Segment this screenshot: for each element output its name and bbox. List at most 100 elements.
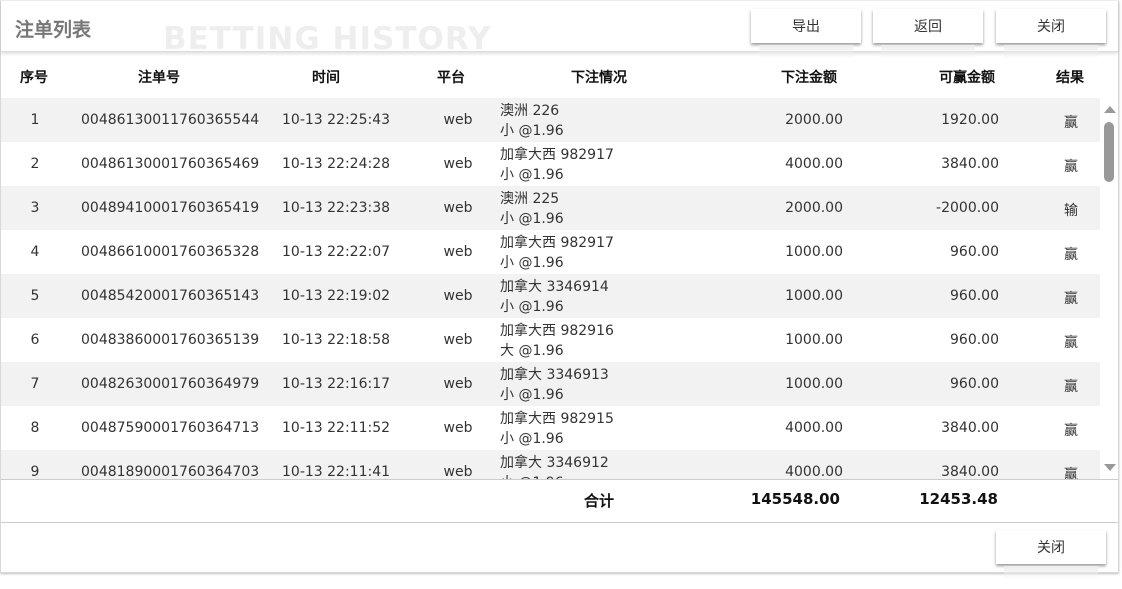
win-amount: 3840.00 — [941, 420, 999, 436]
table-body: 1 00486130011760365544 10-13 22:25:43 web 20… — [1, 98, 1100, 479]
totals-win-amount: 12453.48 — [919, 490, 998, 508]
export-button[interactable]: 导出 — [751, 9, 861, 59]
scrollbar-thumb[interactable] — [1104, 122, 1114, 182]
platform: web — [443, 332, 473, 348]
bet-id: 00483860001760365139 — [81, 332, 260, 348]
bet-amount: 1000.00 — [785, 376, 843, 392]
bet-game: 加拿大西 982916 — [500, 323, 614, 339]
bet-id: 00485420001760365143 — [81, 288, 260, 304]
bet-game: 加拿大西 982917 — [500, 235, 614, 251]
scrollbar[interactable] — [1101, 98, 1118, 479]
totals-bet-amount: 145548.00 — [750, 490, 840, 508]
result: 输 — [1064, 203, 1078, 219]
bet-selection: 小 @1.96 — [500, 123, 564, 139]
bet-amount: 1000.00 — [785, 332, 843, 348]
row-number: 5 — [30, 288, 40, 304]
row-number: 2 — [30, 156, 40, 172]
table-row[interactable]: 8 00487590001760364713 10-13 22:11:52 web 40… — [1, 406, 1100, 450]
table-row[interactable]: 4 00486610001760365328 10-13 22:22:07 web 10… — [1, 230, 1100, 274]
bet-game: 加拿大 3346912 — [500, 455, 609, 471]
bet-id: 00486610001760365328 — [81, 244, 260, 260]
platform: web — [443, 288, 473, 304]
platform: web — [443, 420, 473, 436]
scroll-down-arrow-icon[interactable] — [1104, 464, 1116, 471]
bet-amount: 4000.00 — [785, 420, 843, 436]
bet-amount: 2000.00 — [785, 200, 843, 216]
bet-details: 澳洲 225 小 @1.96 — [500, 189, 564, 229]
bet-details: 澳洲 226 小 @1.96 — [500, 101, 564, 141]
bet-amount: 2000.00 — [785, 112, 843, 128]
bet-time: 10-13 22:19:02 — [282, 288, 391, 304]
col-header-bet-details: 下注情况 — [571, 70, 627, 86]
platform: web — [443, 376, 473, 392]
bet-selection: 小 @1.96 — [500, 431, 564, 447]
col-header-no: 序号 — [20, 70, 48, 86]
totals-label: 合计 — [584, 492, 615, 510]
bet-details: 加拿大西 982917 小 @1.96 — [500, 145, 614, 185]
table-row[interactable]: 9 00481890001760364703 10-13 22:11:41 web 40… — [1, 450, 1100, 479]
bet-details: 加拿大西 982917 小 @1.96 — [500, 233, 614, 273]
table-row[interactable]: 5 00485420001760365143 10-13 22:19:02 web 10… — [1, 274, 1100, 318]
bet-time: 10-13 22:11:52 — [282, 420, 391, 436]
table-row[interactable]: 6 00483860001760365139 10-13 22:18:58 web 10… — [1, 318, 1100, 362]
platform: web — [443, 200, 473, 216]
dialog-title: 注单列表 — [15, 19, 92, 41]
result: 赢 — [1064, 467, 1078, 479]
bet-game: 澳洲 225 — [500, 191, 560, 207]
row-number: 7 — [30, 376, 40, 392]
bet-time: 10-13 22:23:38 — [282, 200, 391, 216]
row-number: 1 — [30, 112, 40, 128]
scroll-up-arrow-icon[interactable] — [1104, 106, 1116, 113]
footer-close-button[interactable]: 关闭 — [996, 530, 1106, 580]
bet-id: 00482630001760364979 — [81, 376, 260, 392]
bet-time: 10-13 22:18:58 — [282, 332, 391, 348]
bet-time: 10-13 22:25:43 — [282, 112, 391, 128]
table-row[interactable]: 7 00482630001760364979 10-13 22:16:17 web 10… — [1, 362, 1100, 406]
platform: web — [443, 156, 473, 172]
row-number: 3 — [30, 200, 40, 216]
win-amount: -2000.00 — [936, 200, 999, 216]
bet-time: 10-13 22:24:28 — [282, 156, 391, 172]
result: 赢 — [1064, 291, 1078, 307]
win-amount: 3840.00 — [941, 464, 999, 479]
close-button[interactable]: 关闭 — [996, 9, 1106, 59]
bet-details: 加拿大西 982915 小 @1.96 — [500, 409, 614, 449]
bet-amount: 1000.00 — [785, 244, 843, 260]
bet-details: 加拿大西 982916 大 @1.96 — [500, 321, 614, 361]
col-header-win-amount: 可赢金额 — [939, 70, 995, 86]
platform: web — [443, 112, 473, 128]
bet-details: 加拿大 3346914 小 @1.96 — [500, 277, 609, 317]
dialog-header: 注单列表 BETTING HISTORY 导出 返回 关闭 — [1, 1, 1118, 59]
col-header-bet-id: 注单号 — [138, 70, 180, 86]
bet-game: 加拿大西 982915 — [500, 411, 614, 427]
bet-selection: 小 @1.96 — [500, 387, 564, 403]
bet-id: 00486130001760365469 — [81, 156, 260, 172]
bet-selection: 小 @1.96 — [500, 473, 609, 479]
bet-game: 加拿大 3346913 — [500, 367, 609, 383]
result: 赢 — [1064, 335, 1078, 351]
bet-game: 加拿大 3346914 — [500, 279, 609, 295]
col-header-platform: 平台 — [437, 70, 465, 86]
bet-selection: 小 @1.96 — [500, 167, 564, 183]
win-amount: 1920.00 — [941, 112, 999, 128]
platform: web — [443, 244, 473, 260]
bet-selection: 小 @1.96 — [500, 211, 564, 227]
result: 赢 — [1064, 115, 1078, 131]
bet-selection: 小 @1.96 — [500, 255, 564, 271]
table-row[interactable]: 3 00489410001760365419 10-13 22:23:38 web 20… — [1, 186, 1100, 230]
bet-selection: 小 @1.96 — [500, 299, 564, 315]
bet-amount: 4000.00 — [785, 464, 843, 479]
win-amount: 3840.00 — [941, 156, 999, 172]
result: 赢 — [1064, 423, 1078, 439]
totals-row: 合计 145548.00 12453.48 — [1, 479, 1118, 523]
win-amount: 960.00 — [950, 244, 999, 260]
col-header-result: 结果 — [1056, 70, 1084, 86]
watermark: BETTING HISTORY — [163, 21, 492, 57]
back-button[interactable]: 返回 — [873, 9, 983, 59]
table-row[interactable]: 2 00486130001760365469 10-13 22:24:28 web 40… — [1, 142, 1100, 186]
row-number: 8 — [30, 420, 40, 436]
bet-time: 10-13 22:16:17 — [282, 376, 391, 392]
table-row[interactable]: 1 00486130011760365544 10-13 22:25:43 web 20… — [1, 98, 1100, 142]
bet-id: 00487590001760364713 — [81, 420, 260, 436]
